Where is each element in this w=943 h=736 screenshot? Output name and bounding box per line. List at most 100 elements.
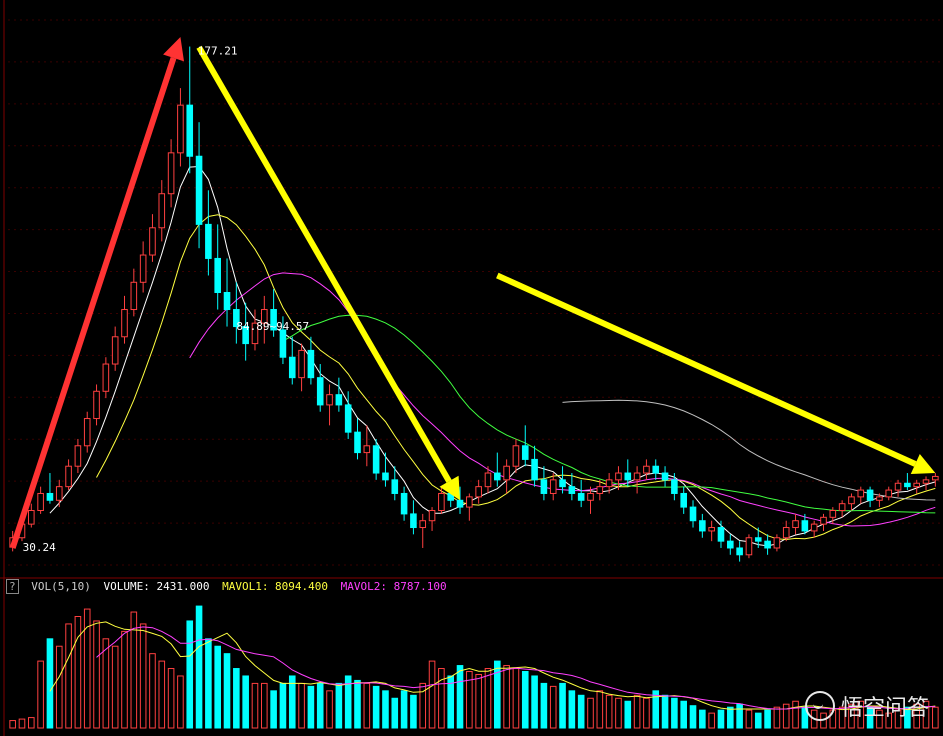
candle-body <box>37 492 44 511</box>
trend-arrow-head <box>163 37 185 62</box>
candle-body <box>307 349 315 379</box>
ma-line-5 <box>49 165 936 547</box>
volume-bar <box>419 682 427 729</box>
volume-bar <box>354 679 361 729</box>
candle-body <box>764 540 771 549</box>
candle-body <box>391 479 399 494</box>
candle-body <box>866 489 874 501</box>
candle-body <box>596 486 604 494</box>
candle-body <box>65 465 72 488</box>
volume-bar <box>242 675 249 729</box>
candlesticks <box>9 46 939 562</box>
candle-body <box>46 492 54 501</box>
volume-bar <box>754 712 762 729</box>
mavol1-value: MAVOL1: 8094.400 <box>222 580 329 593</box>
candle-body <box>74 445 82 467</box>
ma-line-10 <box>96 214 936 541</box>
candle-body <box>494 472 501 481</box>
volume-bar <box>680 700 687 729</box>
candle-body <box>913 482 920 488</box>
candle-body <box>904 482 911 488</box>
candle-body <box>233 309 240 328</box>
volume-bar <box>233 668 240 729</box>
volume-bar <box>83 608 91 729</box>
trend-arrow-head <box>910 453 936 475</box>
candle-body <box>139 254 147 283</box>
candle-body <box>270 309 277 331</box>
candle-body <box>801 520 809 532</box>
candle-body <box>559 479 566 488</box>
volume-bar <box>727 706 734 729</box>
candle-body <box>932 475 939 481</box>
volume-bar <box>894 709 902 729</box>
volume-bar <box>615 697 622 729</box>
volume-bar <box>9 720 16 729</box>
volume-bar <box>279 682 287 729</box>
volume-bar <box>838 706 846 729</box>
candle-body <box>643 465 650 474</box>
candle-body <box>251 322 259 345</box>
volume-bar <box>671 697 678 729</box>
volume-bar <box>37 660 44 729</box>
candle-body <box>195 155 203 225</box>
candle-body <box>633 472 641 481</box>
volume-bar <box>391 697 399 729</box>
candle-body <box>382 472 389 481</box>
candle-body <box>531 458 538 481</box>
volume-bar <box>857 700 865 729</box>
candle-body <box>28 510 35 525</box>
volume-bar <box>428 660 436 729</box>
volume-bar <box>885 712 893 729</box>
volume-bar <box>605 694 613 729</box>
candle-body <box>652 465 660 474</box>
candle-body <box>848 496 855 505</box>
volume-bar <box>382 690 389 729</box>
candle-body <box>288 356 296 379</box>
mavol2-value: MAVOL2: 8787.100 <box>340 580 447 593</box>
candle-body <box>419 520 427 529</box>
candle-body <box>93 390 100 420</box>
candle-body <box>680 492 687 508</box>
volume-bar <box>913 703 920 729</box>
volume-bar <box>288 675 296 729</box>
candle-body <box>186 104 194 157</box>
volume-bar <box>633 694 641 729</box>
volume-bar <box>177 675 184 729</box>
candle-body <box>149 227 156 256</box>
volume-bar <box>503 665 510 729</box>
price-labels: 177.21 30.24 84.89~94.57 <box>23 45 310 555</box>
volume-bar <box>167 668 175 729</box>
candle-body <box>605 479 613 488</box>
candle-body <box>335 394 343 406</box>
volume-bar <box>624 700 632 729</box>
candle-body <box>372 445 380 474</box>
volume-bar <box>205 638 212 729</box>
candle-body <box>400 492 408 515</box>
volume-bar <box>587 697 594 729</box>
volume-bar <box>466 671 473 729</box>
volume-bar <box>736 703 743 729</box>
volume-bar <box>28 717 35 729</box>
candle-body <box>242 326 249 345</box>
candle-body <box>549 479 557 494</box>
volume-bars <box>9 605 939 729</box>
candle-body <box>689 506 697 522</box>
candle-body <box>568 486 576 494</box>
candle-body <box>354 431 361 454</box>
candle-body <box>102 363 110 392</box>
trend-arrow-head <box>439 475 461 501</box>
candle-body <box>205 223 212 259</box>
candle-body <box>829 510 837 518</box>
candle-body <box>624 472 632 481</box>
candle-body <box>745 537 753 556</box>
volume-bar <box>298 682 305 729</box>
volume-bar <box>223 653 231 729</box>
volume-bar <box>447 675 454 729</box>
candle-body <box>922 479 930 484</box>
volume-bar <box>559 682 566 729</box>
help-icon[interactable]: ? <box>6 579 19 594</box>
volume-bar <box>93 620 100 729</box>
candle-body <box>475 486 482 498</box>
